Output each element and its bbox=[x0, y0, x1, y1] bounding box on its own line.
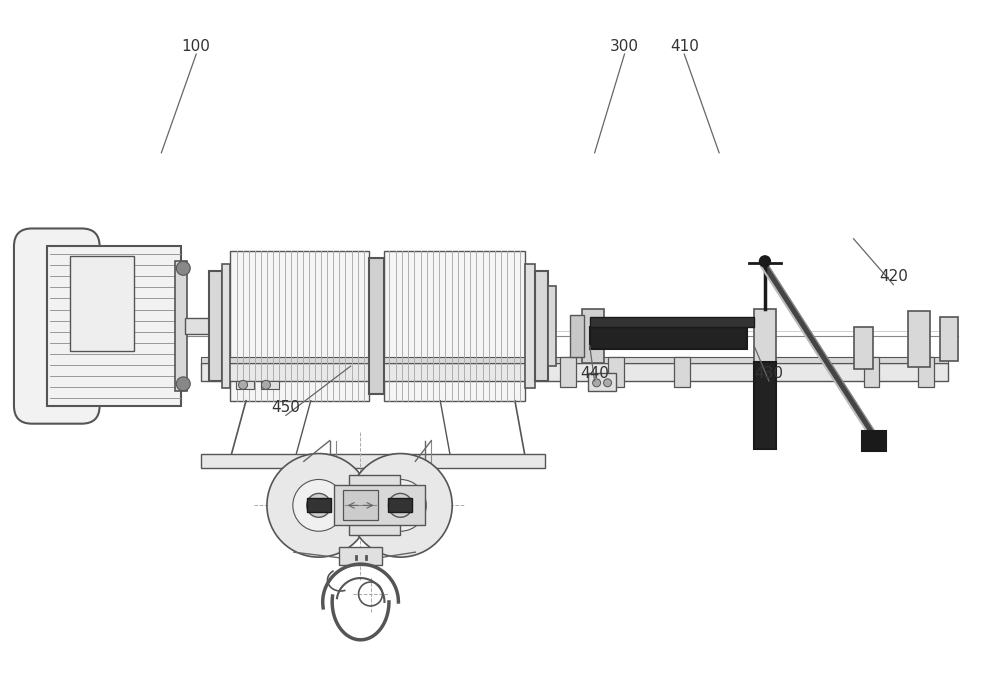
Bar bbox=[854, 327, 873, 369]
Bar bbox=[940, 317, 958, 361]
Bar bbox=[230, 252, 369, 401]
Bar bbox=[343, 491, 378, 520]
Bar bbox=[608, 357, 624, 387]
Text: 440: 440 bbox=[580, 366, 609, 381]
Circle shape bbox=[176, 261, 190, 275]
Circle shape bbox=[307, 493, 331, 518]
Circle shape bbox=[261, 380, 270, 389]
Ellipse shape bbox=[349, 453, 452, 557]
Text: 300: 300 bbox=[610, 39, 639, 54]
Circle shape bbox=[176, 377, 190, 391]
Bar bbox=[209, 272, 222, 381]
Bar bbox=[908, 311, 930, 367]
Bar bbox=[384, 252, 525, 401]
Bar bbox=[307, 498, 331, 512]
Bar bbox=[548, 286, 556, 366]
Text: 410: 410 bbox=[670, 39, 699, 54]
Text: 450: 450 bbox=[271, 400, 300, 415]
Bar bbox=[754, 309, 776, 363]
Bar bbox=[222, 265, 230, 388]
Bar bbox=[864, 357, 879, 387]
Bar bbox=[334, 486, 425, 525]
Bar bbox=[236, 381, 254, 389]
Bar bbox=[339, 547, 382, 565]
Bar bbox=[201, 363, 948, 381]
Text: 100: 100 bbox=[182, 39, 211, 54]
Ellipse shape bbox=[267, 453, 371, 557]
Text: 430: 430 bbox=[754, 366, 783, 381]
Ellipse shape bbox=[375, 480, 426, 531]
Bar bbox=[674, 357, 690, 387]
Bar bbox=[754, 362, 776, 448]
Circle shape bbox=[239, 380, 248, 389]
Bar bbox=[369, 258, 384, 394]
FancyBboxPatch shape bbox=[14, 229, 100, 424]
Bar bbox=[862, 430, 886, 451]
Text: 420: 420 bbox=[879, 269, 908, 284]
Circle shape bbox=[604, 379, 612, 387]
Circle shape bbox=[759, 256, 770, 267]
Bar bbox=[201, 453, 545, 468]
Circle shape bbox=[388, 493, 412, 518]
Bar bbox=[525, 265, 535, 388]
Bar bbox=[588, 373, 616, 391]
Bar bbox=[349, 475, 400, 536]
Ellipse shape bbox=[293, 480, 345, 531]
Circle shape bbox=[593, 379, 601, 387]
Bar bbox=[261, 381, 279, 389]
Bar bbox=[918, 357, 934, 387]
Bar bbox=[535, 272, 548, 381]
Bar bbox=[590, 327, 747, 349]
Bar bbox=[560, 357, 576, 387]
Bar bbox=[185, 318, 210, 334]
Bar bbox=[754, 357, 770, 387]
Bar bbox=[590, 317, 754, 327]
Bar bbox=[570, 315, 584, 357]
Bar bbox=[47, 247, 181, 406]
Bar bbox=[70, 256, 134, 351]
Bar bbox=[388, 498, 412, 512]
Bar bbox=[201, 357, 948, 363]
Bar bbox=[582, 309, 604, 363]
Bar bbox=[175, 261, 187, 391]
